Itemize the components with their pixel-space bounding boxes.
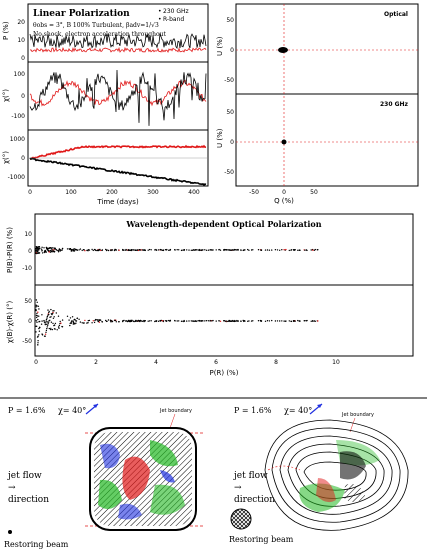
pdiff-tick-minus10: -10	[22, 265, 32, 272]
right-beam-circle	[230, 508, 252, 530]
left-arrow-head	[93, 404, 98, 408]
chi-difference-points	[35, 299, 319, 346]
left-beam-label: Restoring beam	[4, 540, 69, 549]
light-curve-subtitle-2: No shock, electron acceleration througho…	[33, 31, 166, 38]
legend-rband: R-band	[163, 16, 184, 23]
legend-marker-rband: •	[158, 16, 162, 23]
p-230ghz-series	[29, 46, 207, 53]
right-beam-label: Restoring beam	[229, 535, 294, 544]
radio-label: 230 GHz	[380, 101, 409, 108]
chi-tick-100: 100	[14, 71, 26, 78]
left-polarization-map	[89, 427, 197, 531]
q-tick-minus50: -50	[249, 189, 259, 196]
p-tick-10: 10	[17, 37, 25, 44]
p-difference-points	[35, 246, 319, 255]
light-curve-title: Linear Polarization	[33, 9, 130, 19]
left-p-label: P = 1.6%	[8, 406, 46, 415]
left-jet-boundary-pointer	[169, 413, 176, 429]
chi-rband-series	[29, 69, 207, 126]
ylabel-p-diff: P(B)-P(R) (%)	[6, 227, 14, 273]
p-tick-20: 20	[17, 19, 25, 26]
u-bottom-tick-0: 0	[230, 139, 234, 146]
optical-label: Optical	[384, 11, 408, 18]
q-tick-0: 0	[282, 189, 286, 196]
right-jet-boundary-pointer	[349, 417, 356, 433]
legend-230ghz: 230 GHz	[163, 8, 189, 15]
wavelength-panel: Wavelength-dependent Optical Polarizatio…	[6, 213, 414, 377]
u-bottom-tick-minus50: -50	[224, 169, 234, 176]
chi-unwrapped-rband-series	[29, 157, 207, 186]
chidiff-tick-0: 0	[28, 318, 32, 325]
right-polarization-map	[264, 419, 409, 531]
chi-tick-minus100: -100	[11, 113, 25, 120]
ylabel-u-top: U (%)	[216, 36, 224, 56]
u-top-tick-50: 50	[226, 17, 234, 24]
ylabel-p: P (%)	[2, 21, 10, 40]
legend: • 230 GHz • R-band	[158, 8, 189, 23]
chidiff-tick-minus50: -50	[22, 338, 32, 345]
maps-panel: P = 1.6% χ= 40° Jet boundary jet flow → …	[4, 403, 409, 549]
time-tick-400: 400	[188, 189, 200, 196]
ylabel-chi-diff: χ(B)-χ(R) (°)	[6, 301, 14, 344]
chi-tick-0: 0	[21, 93, 25, 100]
time-tick-100: 100	[65, 189, 77, 196]
time-tick-300: 300	[147, 189, 159, 196]
right-chi-label: χ= 40°	[284, 406, 312, 415]
right-arrow-head	[317, 404, 322, 408]
left-direction-label: direction	[8, 495, 49, 505]
chidiff-tick-50: 50	[24, 298, 32, 305]
chi2-tick-minus1000: -1000	[8, 174, 26, 181]
u-top-tick-minus50: -50	[224, 77, 234, 84]
right-jet-boundary-label: Jet boundary	[341, 412, 374, 418]
wavelength-title: Wavelength-dependent Optical Polarizatio…	[125, 219, 321, 229]
pdiff-tick-0: 0	[28, 248, 32, 255]
left-arrow-glyph: →	[8, 483, 16, 493]
right-p-label: P = 1.6%	[234, 406, 272, 415]
right-jet-flow-label: jet flow	[233, 471, 268, 481]
time-tick-200: 200	[106, 189, 118, 196]
left-jet-boundary-label: Jet boundary	[159, 408, 192, 414]
pr-tick-10: 10	[332, 359, 340, 366]
light-curve-panel: Linear Polarization θobs = 3°, B 100% Tu…	[2, 3, 209, 206]
chi2-tick-1000: 1000	[10, 136, 25, 143]
pr-tick-4: 4	[154, 359, 158, 366]
time-tick-0: 0	[28, 189, 32, 196]
light-curve-subtitle-1: θobs = 3°, B 100% Turbulent, βadv=1/√3	[33, 22, 159, 29]
pdiff-tick-10: 10	[24, 231, 32, 238]
pr-tick-0: 0	[34, 359, 38, 366]
ylabel-chi2: χ(°)	[2, 151, 10, 164]
xlabel-pr: P(R) (%)	[210, 369, 239, 377]
u-bottom-tick-50: 50	[226, 109, 234, 116]
ylabel-chi: χ(°)	[2, 89, 10, 102]
left-chi-label: χ= 40°	[58, 406, 86, 415]
q-tick-50: 50	[310, 189, 318, 196]
ylabel-u-bottom: U (%)	[216, 128, 224, 148]
right-arrow-glyph: →	[234, 483, 242, 493]
p-rband-series	[29, 32, 207, 49]
radio-qu-cluster	[281, 139, 287, 145]
optical-qu-cluster	[278, 47, 288, 53]
left-beam-circle	[8, 530, 12, 534]
u-top-tick-0: 0	[230, 47, 234, 54]
p-tick-0: 0	[21, 55, 25, 62]
qu-plane-panel: Optical 230 GHz U (%) U (%) -50 0 50 -50…	[216, 3, 419, 205]
left-jet-flow-label: jet flow	[7, 471, 42, 481]
xlabel-time: Time (days)	[96, 198, 139, 206]
legend-marker-230ghz: •	[158, 8, 162, 15]
pr-tick-8: 8	[274, 359, 278, 366]
pr-tick-6: 6	[214, 359, 218, 366]
pr-tick-2: 2	[94, 359, 98, 366]
xlabel-q: Q (%)	[274, 197, 294, 205]
chi-unwrapped-230ghz-series	[29, 144, 207, 160]
chi2-tick-0: 0	[21, 155, 25, 162]
right-direction-label: direction	[234, 495, 275, 505]
